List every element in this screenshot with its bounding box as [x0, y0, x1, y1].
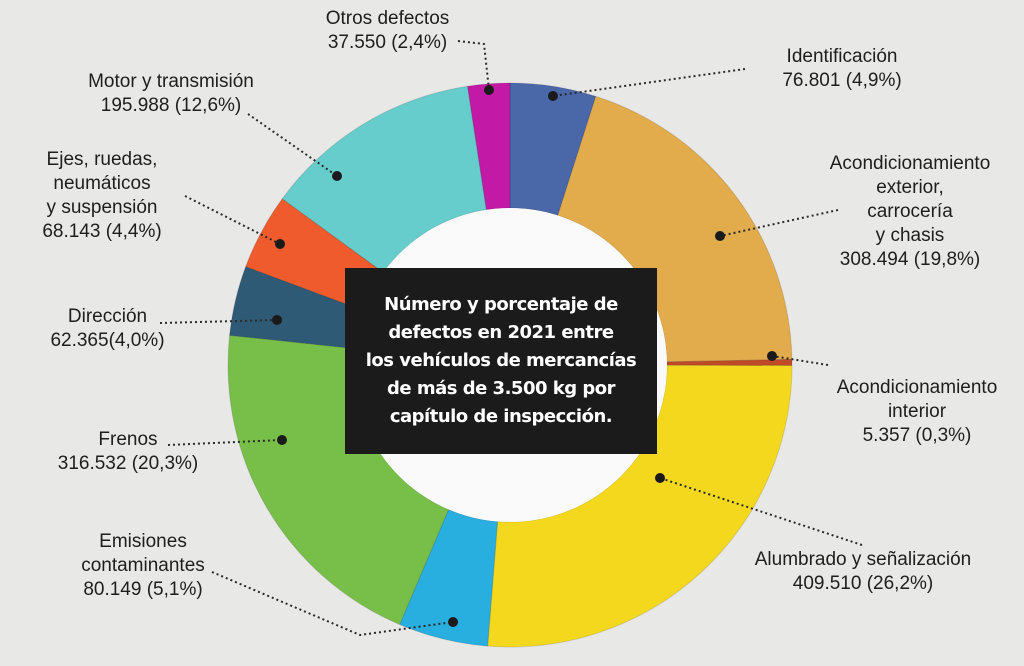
- slice-label-text: contaminantes: [81, 555, 205, 576]
- leader-line-identificacion: [552, 68, 746, 97]
- slice-label-acondicionamiento-exterior-carroceria-y-chasis: Acondicionamiento exterior, carrocería y ch…: [800, 152, 1020, 272]
- slice-label-text: Dirección: [67, 306, 148, 327]
- center-title-line: defectos en 2021 entre: [388, 322, 614, 343]
- leader-line-motor-y-transmision: [247, 113, 338, 177]
- slice-value-text: 62.365(4,0%): [50, 330, 165, 351]
- slice-label-identificacion: Identificación 76.801 (4,9%): [742, 45, 942, 93]
- leader-dot-identificacion: [548, 91, 558, 101]
- leader-line-ejes-ruedas-neumaticos-y-suspension: [184, 195, 281, 245]
- leader-dot-ejes-ruedas-neumaticos-y-suspension: [275, 239, 285, 249]
- slice-value-text: 409.510 (26,2%): [792, 573, 934, 594]
- slice-value-text: 68.143 (4,4%): [42, 221, 162, 242]
- leader-dot-frenos: [277, 435, 287, 445]
- slice-label-text: interior: [887, 401, 947, 422]
- slice-label-frenos: Frenos 316.532 (20,3%): [28, 428, 228, 476]
- slice-label-text: exterior,: [876, 177, 944, 198]
- leader-lines-layer: [159, 40, 863, 637]
- slice-label-text: Otros defectos: [325, 8, 450, 29]
- slice-value-text: 76.801 (4,9%): [782, 70, 902, 91]
- leader-dot-acondicionamiento-interior: [767, 351, 777, 361]
- slice-label-text: Frenos: [98, 429, 158, 450]
- slice-label-ejes-ruedas-neumaticos-y-suspension: Ejes, ruedas, neumáticos y suspensión 68.14…: [12, 148, 192, 244]
- slice-label-text: Acondicionamiento: [836, 377, 998, 398]
- slice-label-motor-y-transmision: Motor y transmisión 195.988 (12,6%): [56, 70, 286, 118]
- slice-value-text: 37.550 (2,4%): [327, 32, 448, 53]
- center-title-box: Número y porcentaje de defectos en 2021 …: [345, 268, 657, 454]
- slice-value-text: 195.988 (12,6%): [100, 95, 242, 116]
- slice-emisiones-contaminantes: [399, 508, 499, 647]
- slice-label-otros-defectos: Otros defectos 37.550 (2,4%): [300, 7, 475, 55]
- slice-value-text: 308.494 (19,8%): [839, 249, 981, 270]
- center-title-line: capítulo de inspección.: [389, 406, 613, 427]
- slice-label-emisiones-contaminantes: Emisiones contaminantes 80.149 (5,1%): [48, 530, 238, 602]
- slice-label-text: Emisiones: [99, 531, 187, 552]
- leader-line-alumbrado-y-senalizacion: [659, 477, 863, 546]
- slice-value-text: 80.149 (5,1%): [83, 579, 203, 600]
- slice-label-text: Alumbrado y señalización: [754, 549, 972, 570]
- slice-label-text: carrocería: [867, 201, 953, 222]
- leader-line-emisiones-contaminantes: [211, 571, 454, 637]
- slice-identificacion: [509, 82, 597, 217]
- slice-label-text: Identificación: [786, 46, 898, 67]
- slice-value-text: 316.532 (20,3%): [57, 453, 199, 474]
- slice-label-text: Motor y transmisión: [88, 71, 254, 92]
- leader-dot-direccion: [272, 315, 282, 325]
- leader-line-frenos: [167, 439, 283, 446]
- slice-value-text: 5.357 (0,3%): [862, 425, 972, 446]
- slice-label-alumbrado-y-senalizacion: Alumbrado y señalización 409.510 (26,2%): [748, 548, 978, 596]
- center-title-line: de más de 3.500 kg por: [386, 378, 616, 399]
- slice-label-direccion: Dirección 62.365(4,0%): [20, 305, 195, 353]
- leader-line-acondicionamiento-exterior-carroceria-y-chasis: [719, 209, 839, 237]
- slice-label-text: Acondicionamiento: [829, 153, 991, 174]
- leader-line-otros-defectos: [457, 40, 490, 91]
- leader-dot-motor-y-transmision: [332, 171, 342, 181]
- center-title-line: los vehículos de mercancías: [365, 350, 637, 371]
- leader-dot-emisiones-contaminantes: [448, 617, 458, 627]
- slice-label-text: neumáticos: [53, 173, 151, 194]
- slice-label-acondicionamiento-interior: Acondicionamiento interior 5.357 (0,3%): [812, 376, 1022, 448]
- center-title: Número y porcentaje de defectos en 2021 …: [365, 291, 637, 431]
- center-title-line: Número y porcentaje de: [384, 294, 618, 315]
- slice-label-text: Ejes, ruedas,: [46, 149, 158, 170]
- slice-label-text: y suspensión: [46, 197, 158, 218]
- slices-layer: [227, 82, 793, 648]
- leader-dot-otros-defectos: [484, 85, 494, 95]
- leader-dot-acondicionamiento-exterior-carroceria-y-chasis: [715, 231, 725, 241]
- slice-label-text: y chasis: [875, 225, 945, 246]
- leader-dot-alumbrado-y-senalizacion: [655, 473, 665, 483]
